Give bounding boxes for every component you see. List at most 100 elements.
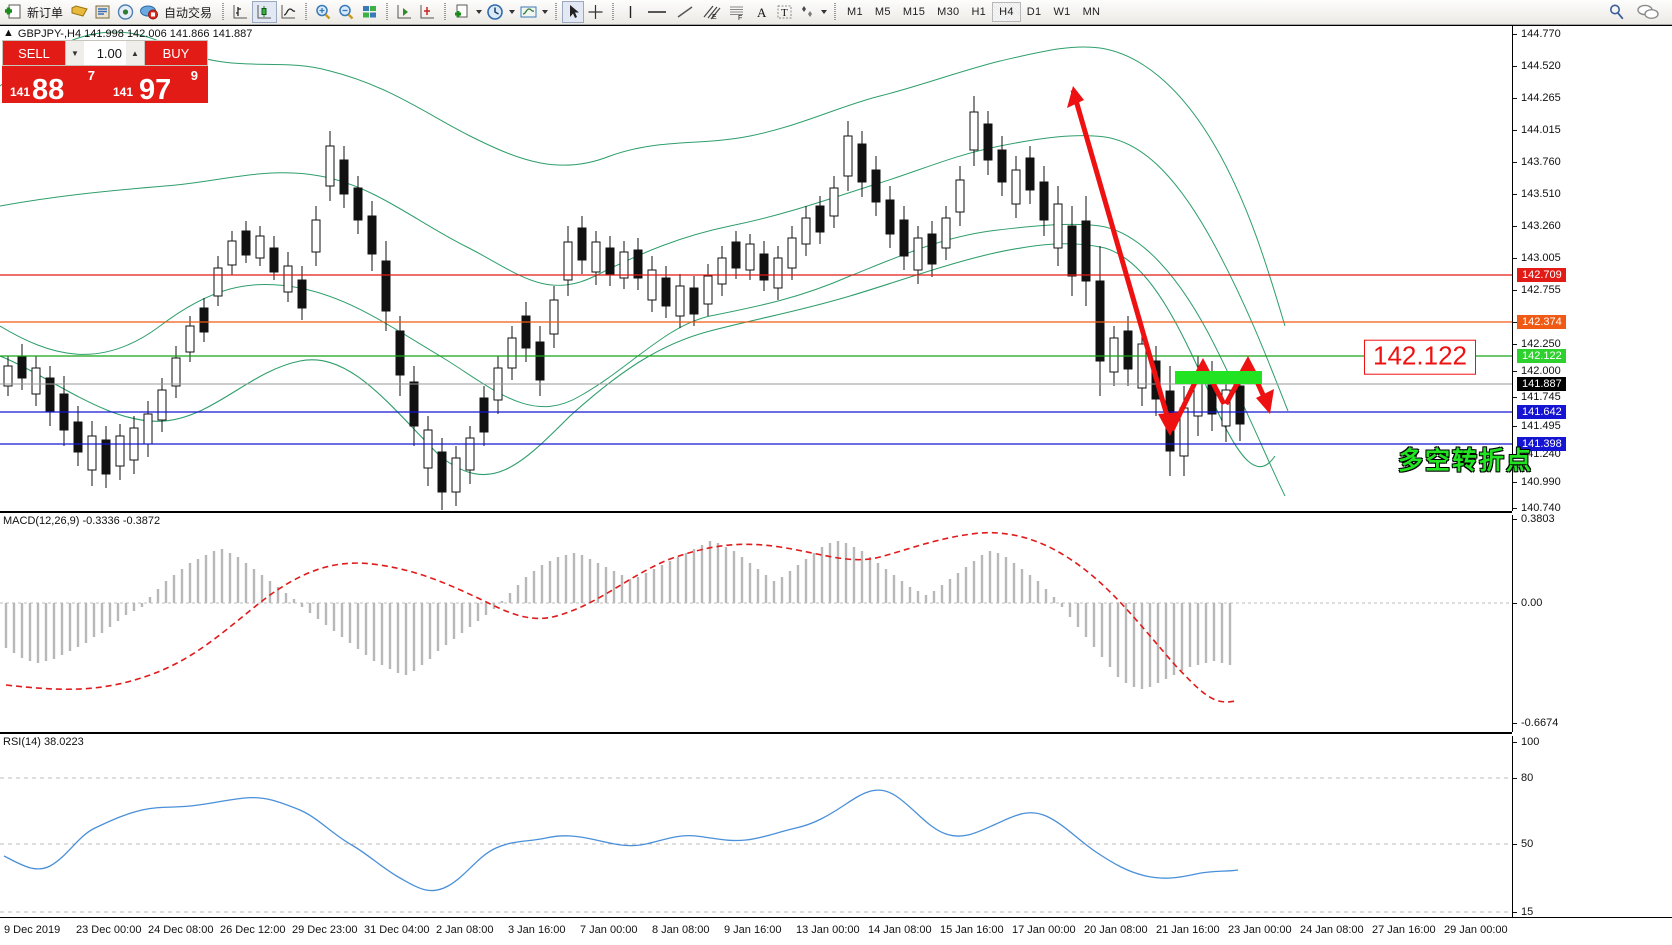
macd-pane[interactable]	[0, 515, 1512, 732]
terminal-button[interactable]	[91, 1, 114, 23]
timeframe-h1[interactable]: H1	[971, 6, 987, 18]
zoom-in-icon	[316, 4, 331, 20]
auto-scroll-button[interactable]	[393, 1, 416, 23]
svg-text:E: E	[712, 14, 717, 21]
time-tick: 26 Dec 12:00	[220, 924, 286, 936]
level-badge-pivot[interactable]: 142.122	[1517, 349, 1566, 363]
buy-price-prefix: 141	[113, 85, 134, 99]
cursor-button[interactable]	[562, 1, 585, 23]
text-icon: A	[757, 5, 767, 20]
shapes-button[interactable]	[796, 1, 829, 23]
macd-tick: 0.00	[1513, 597, 1542, 609]
indicators-icon	[455, 4, 468, 18]
autotrading-label: 自动交易	[164, 5, 213, 20]
toolbar-separator	[221, 3, 226, 21]
vertical-line-button[interactable]	[619, 1, 642, 23]
rsi-tick: 100	[1513, 736, 1539, 748]
buy-button[interactable]: BUY	[145, 41, 207, 65]
timeframe-w1[interactable]: W1	[1053, 6, 1071, 18]
volume-decrement-button[interactable]: ▼	[66, 41, 84, 65]
level-badge-resistance-1[interactable]: 142.709	[1517, 268, 1566, 282]
chart-area[interactable]: ▲ GBPJPY-,H4 141.998 142.006 141.866 141.…	[0, 25, 1672, 945]
chevron-down-icon[interactable]	[542, 10, 549, 14]
volume-value[interactable]: 1.00	[96, 45, 122, 61]
bar-chart-button[interactable]	[229, 1, 252, 23]
sell-price-box[interactable]: 141 88 7	[2, 66, 105, 105]
level-badge-support-1[interactable]: 141.642	[1517, 405, 1566, 419]
time-tick: 24 Dec 08:00	[148, 924, 214, 936]
tile-windows-icon	[363, 6, 377, 18]
rsi-tick: 50	[1513, 838, 1533, 850]
time-axis[interactable]: 9 Dec 2019 23 Dec 00:00 24 Dec 08:00 26 …	[0, 917, 1672, 945]
level-badge-resistance-2[interactable]: 142.374	[1517, 315, 1566, 329]
zoom-in-button[interactable]	[312, 1, 335, 23]
timeframe-m30[interactable]: M30	[937, 6, 960, 18]
price-tick: 143.510	[1513, 188, 1561, 200]
sell-price-sup: 7	[87, 68, 95, 83]
trendline-button[interactable]	[672, 1, 698, 23]
chevron-down-icon[interactable]	[821, 10, 828, 14]
fibonacci-button[interactable]: F	[724, 1, 750, 23]
text-button[interactable]: A	[750, 1, 773, 23]
symbol-text: GBPJPY-,H4 141.998 142.006 141.866 141.8…	[17, 28, 253, 40]
chart-shift-button[interactable]	[416, 1, 439, 23]
collapse-icon[interactable]: ▲	[3, 27, 14, 39]
sell-button[interactable]: SELL	[3, 41, 65, 65]
timeframe-m1[interactable]: M1	[847, 6, 863, 18]
rsi-pane[interactable]	[0, 736, 1512, 943]
price-pane[interactable]	[0, 26, 1512, 511]
pivot-highlight-bar	[1175, 371, 1262, 384]
symbol-header: ▲ GBPJPY-,H4 141.998 142.006 141.866 141.…	[0, 27, 253, 40]
rsi-scale: 100 80 50 15 0	[1512, 736, 1672, 944]
price-tick: 140.740	[1513, 502, 1561, 514]
equidistant-channel-button[interactable]: E	[698, 1, 724, 23]
bar-chart-icon	[233, 5, 248, 19]
indicators-button[interactable]	[451, 1, 484, 23]
text-label-button[interactable]: T	[773, 1, 796, 23]
horizontal-line-button[interactable]	[642, 1, 672, 23]
zoom-out-icon	[339, 4, 354, 20]
timeframe-d1[interactable]: D1	[1026, 6, 1042, 18]
tile-windows-button[interactable]	[358, 1, 381, 23]
candlestick-chart-button[interactable]	[252, 1, 278, 23]
chat-icon[interactable]	[1636, 3, 1660, 21]
zoom-out-button[interactable]	[335, 1, 358, 23]
price-scale[interactable]: 144.770 144.520 144.265 144.015 143.760 …	[1512, 26, 1672, 514]
autotrading-button[interactable]: 自动交易	[137, 1, 217, 23]
chevron-down-icon[interactable]	[476, 10, 483, 14]
timeframe-mn[interactable]: MN	[1082, 6, 1101, 18]
volume-increment-button[interactable]: ▲	[126, 41, 144, 65]
chevron-down-icon[interactable]	[509, 10, 516, 14]
one-click-trading-panel[interactable]: SELL ▼ 1.00 ▲ BUY 141 88 7	[2, 40, 208, 105]
timeframe-m15[interactable]: M15	[902, 6, 926, 18]
new-order-button[interactable]: 新订单	[2, 1, 68, 23]
macd-scale: 0.3803 0.00 -0.6674	[1512, 513, 1672, 732]
line-chart-button[interactable]	[277, 1, 300, 23]
trendline-icon	[677, 6, 693, 18]
timeframe-h4[interactable]: H4	[992, 2, 1021, 22]
price-tick: 144.770	[1513, 28, 1561, 40]
macd-signal-line	[5, 531, 1236, 703]
price-callout-annotation[interactable]: 142.122	[1364, 339, 1476, 375]
folder-button[interactable]	[68, 1, 91, 23]
level-badge-support-2[interactable]: 141.398	[1517, 437, 1566, 451]
rsi-line	[3, 789, 1239, 892]
templates-button[interactable]	[517, 1, 550, 23]
time-tick: 14 Jan 08:00	[868, 924, 932, 936]
navigator-button[interactable]	[114, 1, 137, 23]
volume-field[interactable]: ▼ 1.00 ▲	[65, 41, 145, 65]
crosshair-button[interactable]	[584, 1, 607, 23]
svg-text:T: T	[781, 7, 788, 19]
timeframe-m5[interactable]: M5	[874, 6, 891, 18]
svg-text:A: A	[757, 5, 767, 20]
time-tick: 2 Jan 08:00	[436, 924, 494, 936]
buy-price-box[interactable]: 141 97 9	[105, 66, 208, 105]
time-tick: 9 Dec 2019	[4, 924, 61, 936]
macd-histogram	[4, 541, 1232, 689]
turning-point-annotation[interactable]: 多空转折点	[1398, 447, 1534, 475]
periods-button[interactable]	[484, 1, 517, 23]
time-tick: 23 Jan 00:00	[1228, 924, 1292, 936]
candlestick-chart-icon	[257, 5, 272, 19]
time-tick: 21 Jan 16:00	[1156, 924, 1220, 936]
search-icon[interactable]	[1608, 3, 1626, 21]
